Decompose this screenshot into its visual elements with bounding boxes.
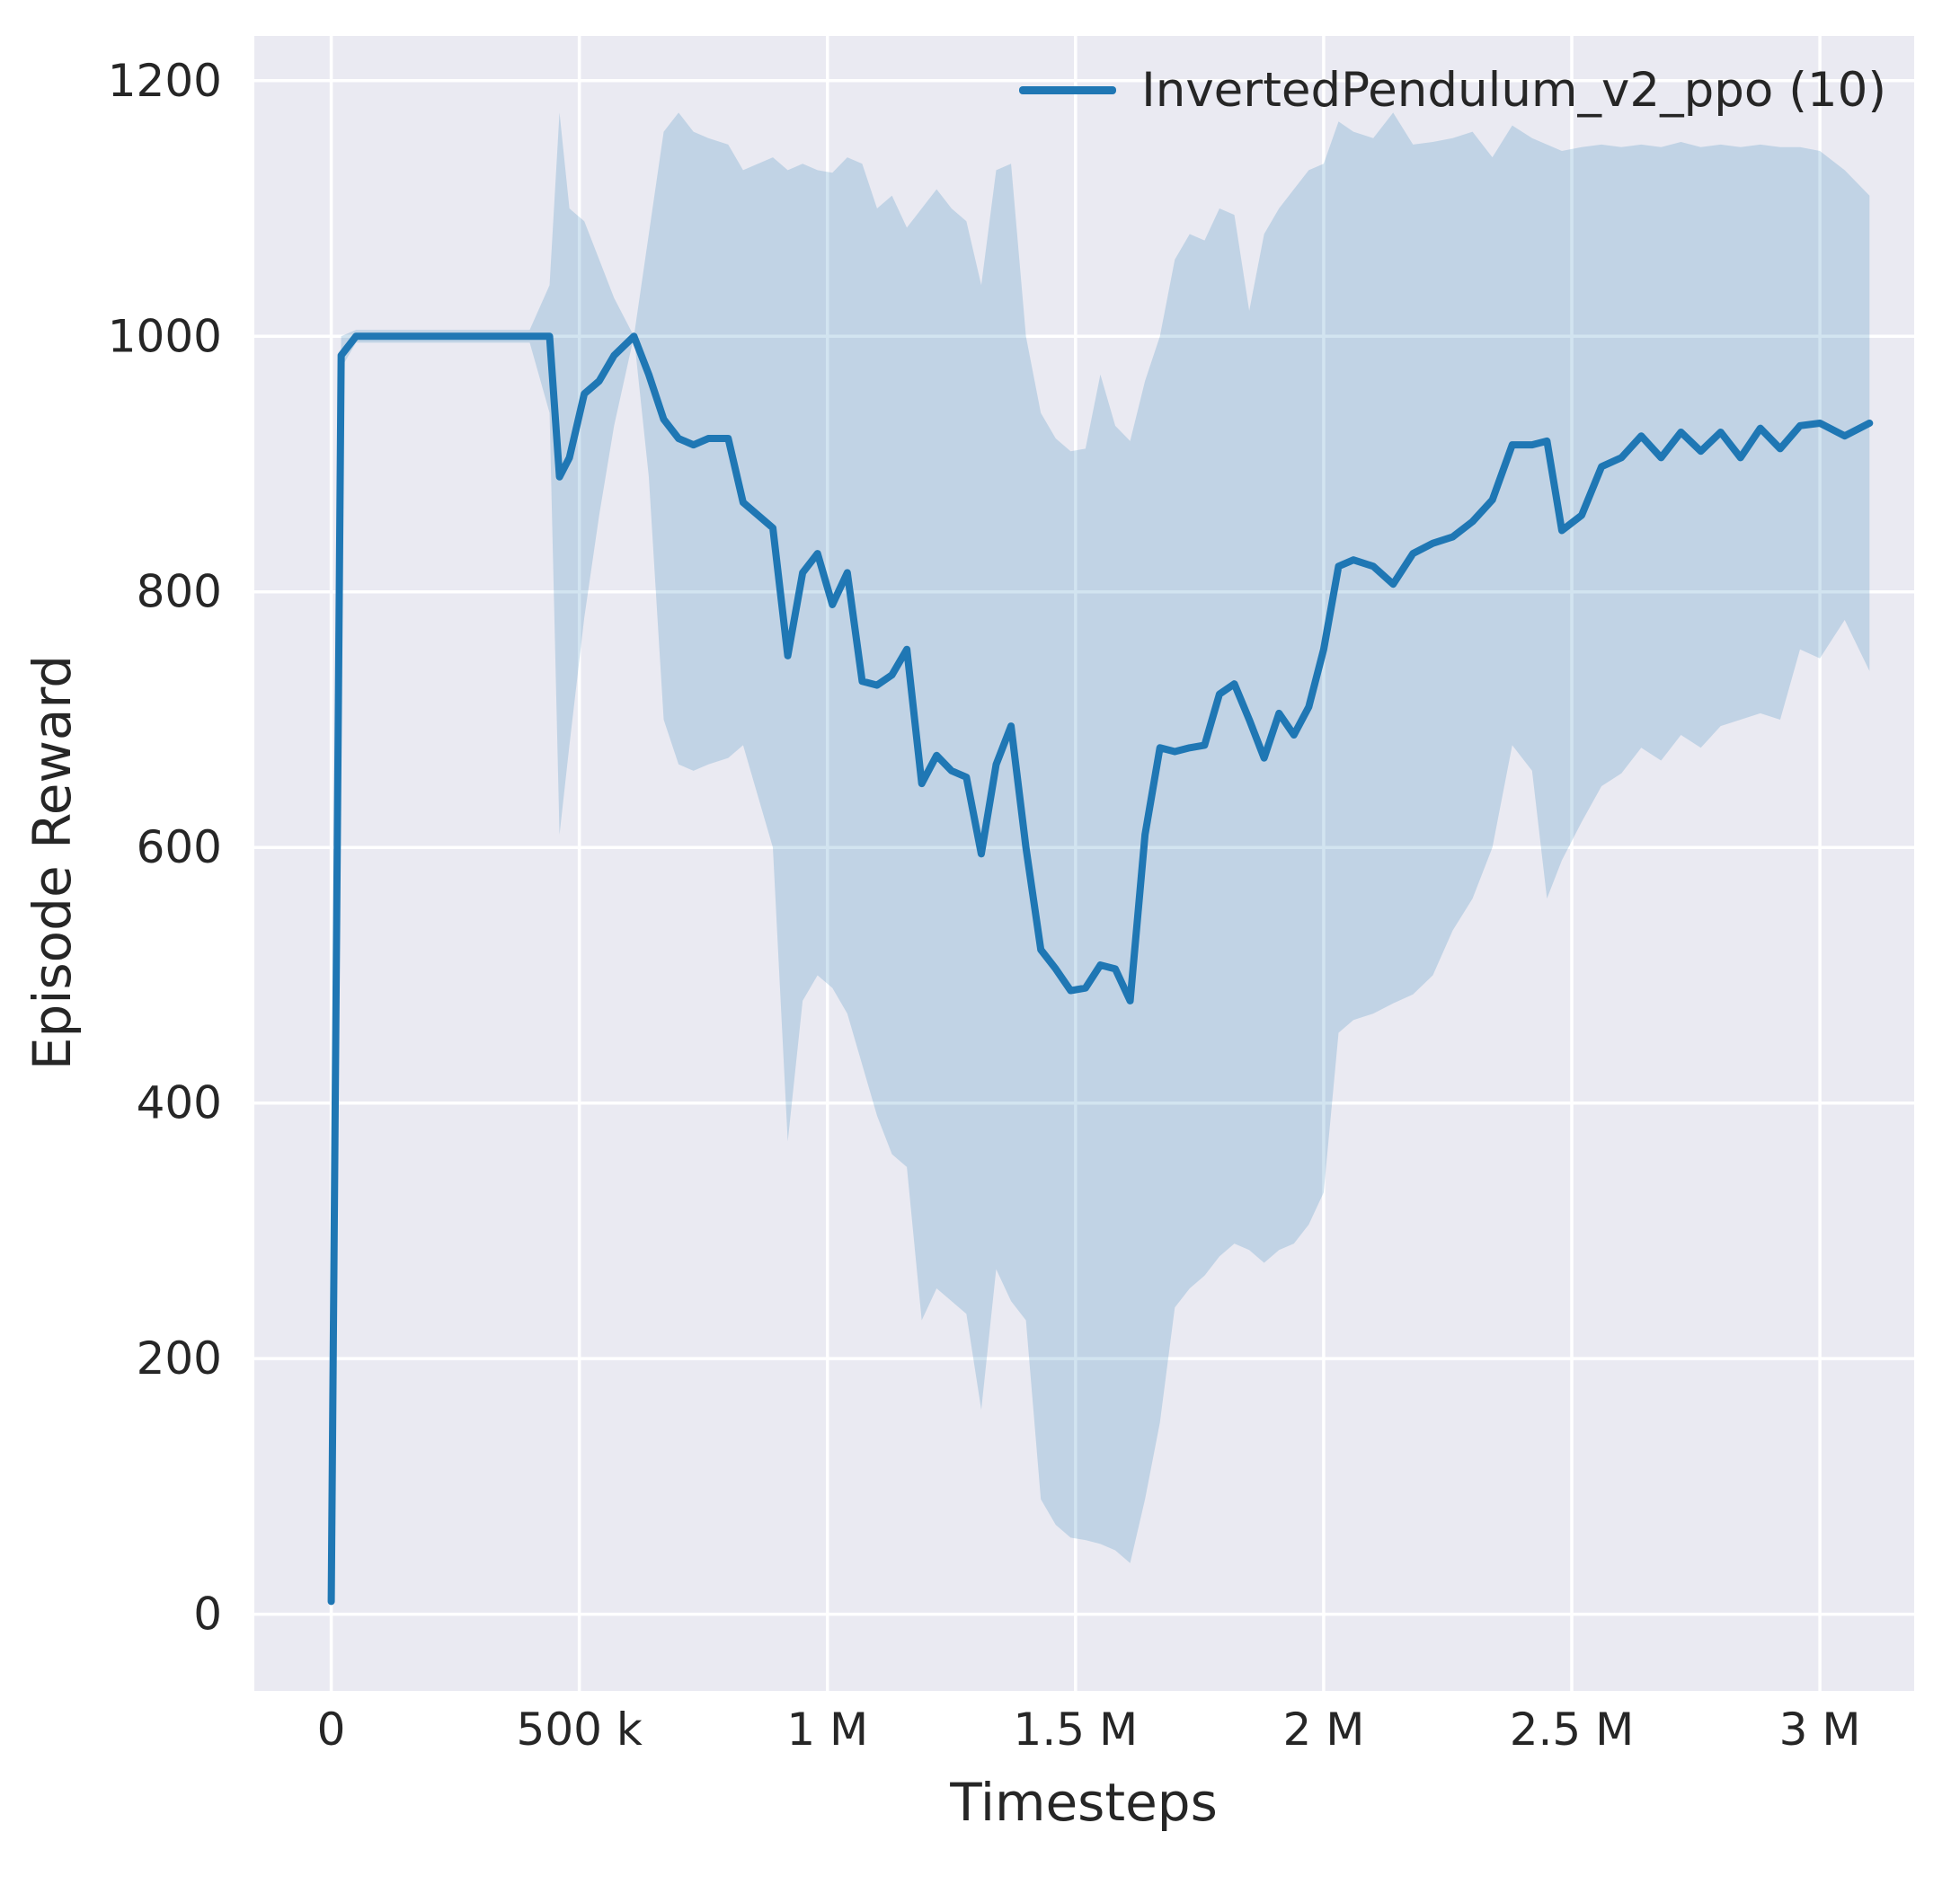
y-axis-label: Episode Reward (22, 654, 83, 1071)
plot-area (254, 36, 1914, 1691)
x-tick-label: 1 M (786, 1704, 868, 1756)
x-tick-label: 2 M (1282, 1704, 1364, 1756)
x-tick-label: 500 k (517, 1704, 643, 1756)
y-tick-label: 200 (137, 1332, 222, 1385)
legend-label: InvertedPendulum_v2_ppo (10) (1141, 63, 1886, 118)
y-tick-label: 0 (193, 1589, 222, 1641)
x-tick-label: 3 M (1779, 1704, 1861, 1756)
legend: InvertedPendulum_v2_ppo (10) (1019, 63, 1886, 118)
x-tick-label: 1.5 M (1014, 1704, 1139, 1756)
x-tick-label: 0 (317, 1704, 346, 1756)
y-tick-label: 1000 (108, 310, 222, 362)
reward-line (327, 332, 1874, 1606)
y-tick-label: 800 (137, 566, 222, 618)
x-tick-label: 2.5 M (1510, 1704, 1635, 1756)
confidence-band (331, 112, 1870, 1602)
x-axis-label: Timesteps (950, 1772, 1218, 1833)
legend-line-swatch (1019, 86, 1117, 94)
y-tick-label: 1200 (108, 55, 222, 107)
y-tick-label: 600 (137, 821, 222, 873)
y-tick-label: 400 (137, 1077, 222, 1129)
